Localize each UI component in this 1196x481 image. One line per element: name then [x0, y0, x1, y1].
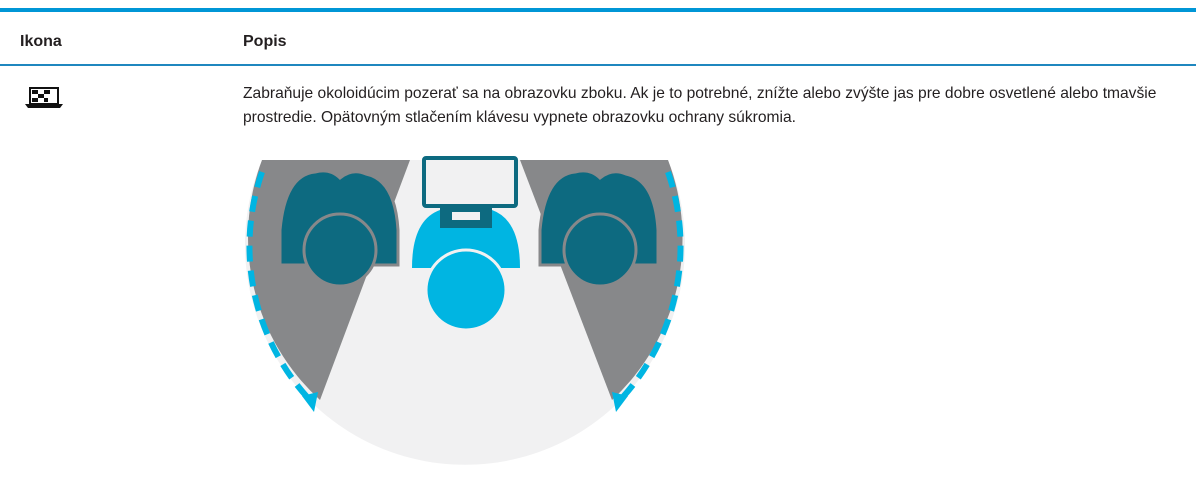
description: Zabraňuje okoloidúcim pozerať sa na obra…: [243, 85, 1157, 126]
top-rule: [0, 8, 1196, 12]
header-description: Popis: [243, 33, 287, 50]
header-rule: [0, 64, 1196, 66]
privacy-icon: [25, 87, 63, 108]
viewing-angle-diagram: [245, 156, 685, 465]
header-icon: Ikona: [20, 33, 62, 50]
